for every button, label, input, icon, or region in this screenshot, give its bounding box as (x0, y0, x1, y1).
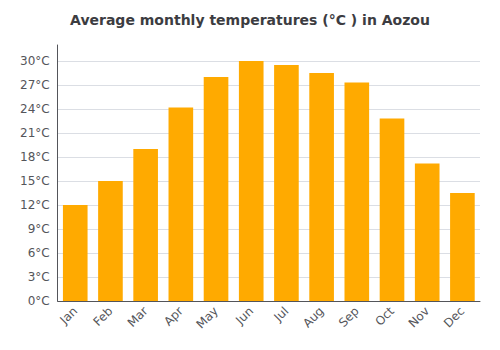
svg-text:0°C: 0°C (28, 294, 50, 308)
svg-text:Jan: Jan (57, 304, 81, 328)
svg-text:6°C: 6°C (28, 246, 50, 260)
svg-text:12°C: 12°C (20, 198, 50, 212)
svg-text:Feb: Feb (90, 304, 115, 329)
svg-text:15°C: 15°C (20, 174, 50, 188)
svg-text:Average monthly temperatures (: Average monthly temperatures (°C ) in Ao… (70, 12, 430, 28)
svg-text:30°C: 30°C (20, 54, 50, 68)
svg-text:21°C: 21°C (20, 126, 50, 140)
svg-text:Oct: Oct (372, 304, 397, 329)
svg-text:May: May (194, 304, 221, 331)
svg-text:Nov: Nov (406, 304, 432, 330)
svg-text:Mar: Mar (125, 304, 151, 330)
svg-text:Apr: Apr (161, 304, 186, 329)
svg-text:Jun: Jun (232, 304, 256, 328)
svg-text:9°C: 9°C (28, 222, 50, 236)
svg-text:27°C: 27°C (20, 78, 50, 92)
svg-text:24°C: 24°C (20, 102, 50, 116)
svg-text:3°C: 3°C (28, 270, 50, 284)
svg-text:18°C: 18°C (20, 150, 50, 164)
svg-text:Jul: Jul (271, 304, 292, 325)
svg-text:Dec: Dec (441, 304, 467, 330)
svg-text:Sep: Sep (336, 304, 362, 330)
svg-text:Aug: Aug (300, 304, 326, 330)
